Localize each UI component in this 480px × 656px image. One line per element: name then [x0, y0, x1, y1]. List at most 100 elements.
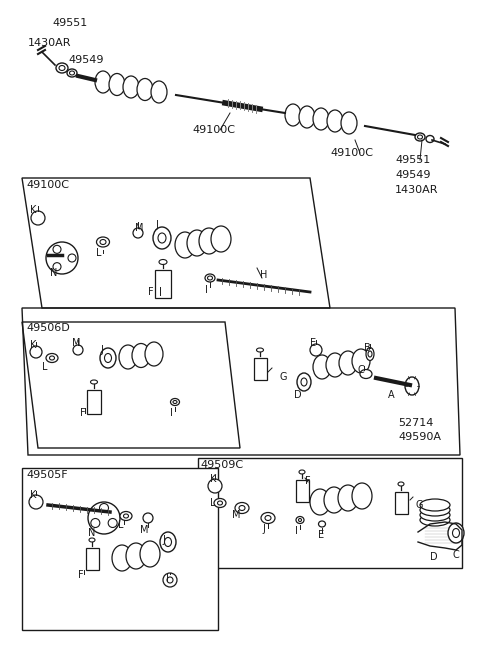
Ellipse shape: [120, 512, 132, 520]
Circle shape: [46, 242, 78, 274]
Ellipse shape: [405, 377, 419, 395]
Text: F: F: [305, 476, 311, 486]
Text: J: J: [155, 220, 158, 230]
Text: 49100C: 49100C: [330, 148, 373, 158]
Ellipse shape: [261, 512, 275, 523]
Bar: [86, 548, 99, 570]
Text: I: I: [166, 574, 169, 584]
Ellipse shape: [341, 112, 357, 134]
Polygon shape: [198, 458, 462, 568]
Ellipse shape: [420, 514, 450, 526]
Ellipse shape: [159, 260, 167, 264]
Ellipse shape: [313, 355, 331, 379]
Text: E: E: [310, 338, 316, 348]
Circle shape: [31, 211, 45, 225]
Text: 49505F: 49505F: [26, 470, 68, 480]
Ellipse shape: [296, 516, 304, 523]
Text: G: G: [280, 372, 288, 382]
Text: K: K: [30, 340, 36, 350]
Ellipse shape: [299, 470, 305, 474]
Ellipse shape: [366, 348, 374, 361]
Circle shape: [73, 345, 83, 355]
Ellipse shape: [217, 501, 223, 505]
Ellipse shape: [137, 79, 153, 100]
Bar: [254, 358, 267, 380]
Ellipse shape: [108, 518, 117, 527]
Bar: [296, 480, 309, 502]
Ellipse shape: [132, 344, 150, 367]
Text: M: M: [140, 525, 148, 535]
Ellipse shape: [100, 239, 106, 245]
Text: 49100C: 49100C: [26, 180, 69, 190]
Bar: [87, 390, 101, 414]
Ellipse shape: [205, 274, 215, 282]
Ellipse shape: [398, 482, 404, 486]
Ellipse shape: [368, 351, 372, 357]
Text: M: M: [135, 223, 144, 233]
Text: I: I: [170, 408, 173, 418]
Ellipse shape: [448, 523, 464, 543]
Ellipse shape: [415, 133, 425, 141]
Ellipse shape: [352, 483, 372, 509]
Ellipse shape: [91, 518, 100, 527]
Ellipse shape: [173, 401, 177, 403]
Ellipse shape: [89, 538, 95, 542]
Ellipse shape: [105, 354, 111, 363]
Ellipse shape: [153, 227, 171, 249]
Ellipse shape: [426, 136, 434, 142]
Ellipse shape: [165, 537, 171, 546]
Text: L: L: [118, 520, 123, 530]
Ellipse shape: [91, 380, 97, 384]
Ellipse shape: [420, 504, 450, 516]
Text: 49551: 49551: [395, 155, 430, 165]
Text: L: L: [96, 248, 101, 258]
Text: K: K: [210, 474, 216, 484]
Ellipse shape: [285, 104, 301, 126]
Ellipse shape: [68, 254, 76, 262]
Circle shape: [167, 577, 173, 583]
Ellipse shape: [170, 398, 180, 405]
Ellipse shape: [126, 543, 146, 569]
Ellipse shape: [352, 349, 370, 373]
Text: J: J: [162, 535, 165, 545]
Ellipse shape: [46, 354, 58, 363]
Ellipse shape: [265, 516, 271, 520]
Ellipse shape: [297, 373, 311, 391]
Polygon shape: [22, 468, 218, 630]
Text: F: F: [78, 570, 84, 580]
Ellipse shape: [256, 348, 264, 352]
Text: M: M: [232, 510, 240, 520]
Polygon shape: [22, 322, 240, 448]
Text: 52714: 52714: [398, 418, 433, 428]
Circle shape: [310, 344, 322, 356]
Text: 1430AR: 1430AR: [28, 38, 72, 48]
Ellipse shape: [59, 66, 65, 70]
Ellipse shape: [199, 228, 219, 254]
Ellipse shape: [158, 233, 166, 243]
Text: F: F: [80, 408, 85, 418]
Ellipse shape: [119, 345, 137, 369]
Ellipse shape: [187, 230, 207, 256]
Ellipse shape: [56, 63, 68, 73]
Text: F: F: [148, 287, 154, 297]
Ellipse shape: [151, 81, 167, 103]
Ellipse shape: [53, 245, 61, 253]
Text: 49549: 49549: [68, 55, 104, 65]
Ellipse shape: [338, 485, 358, 511]
Ellipse shape: [235, 502, 249, 514]
Ellipse shape: [339, 351, 357, 375]
Circle shape: [133, 228, 143, 238]
Text: D: D: [294, 390, 301, 400]
Text: D: D: [430, 552, 438, 562]
Ellipse shape: [420, 509, 450, 521]
Bar: [155, 270, 171, 298]
Ellipse shape: [123, 76, 139, 98]
Ellipse shape: [95, 71, 111, 93]
Ellipse shape: [70, 71, 74, 75]
Text: J: J: [262, 524, 265, 534]
Text: L: L: [210, 498, 216, 508]
Ellipse shape: [420, 499, 450, 511]
Text: E: E: [318, 530, 324, 540]
Circle shape: [29, 495, 43, 509]
Ellipse shape: [211, 226, 231, 252]
